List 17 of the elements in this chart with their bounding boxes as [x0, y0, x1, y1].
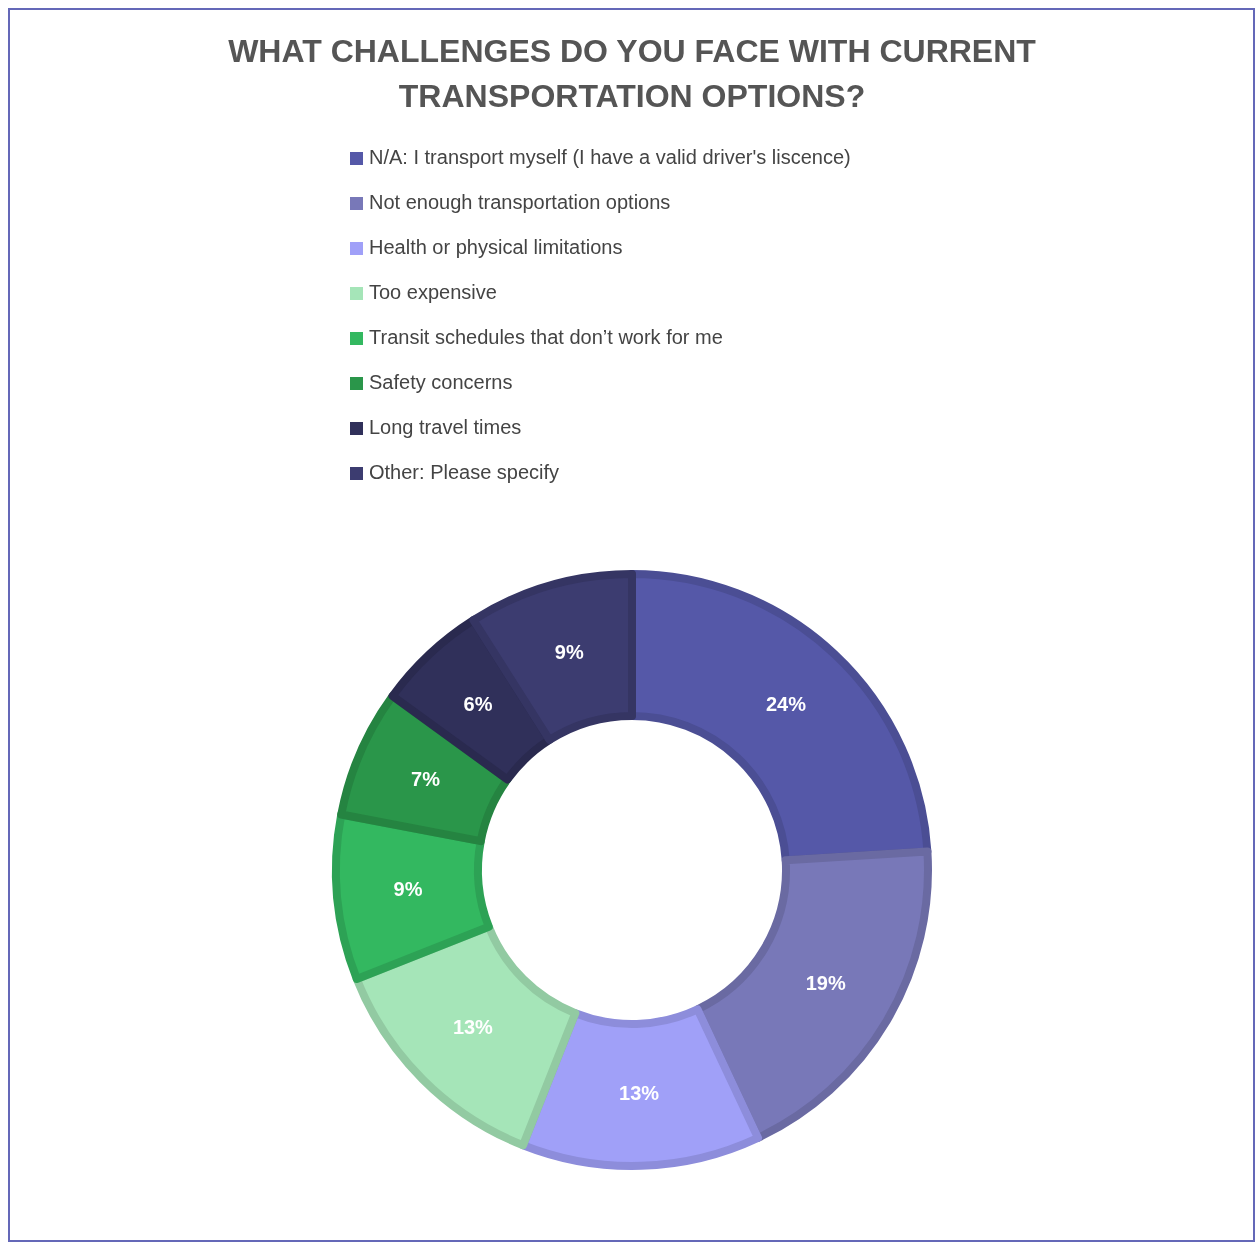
legend-label: Transit schedules that don’t work for me [369, 326, 723, 349]
legend-label: Too expensive [369, 281, 497, 304]
legend-label: N/A: I transport myself (I have a valid driver's liscence) [369, 146, 851, 169]
data-label: 9% [393, 878, 423, 901]
data-label: 7% [411, 767, 441, 790]
legend-label: Health or physical limitations [369, 236, 623, 259]
data-label: 6% [463, 693, 493, 716]
legend-label: Long travel times [369, 416, 522, 439]
legend-label: Other: Please specify [369, 461, 560, 484]
data-label: 13% [452, 1016, 494, 1039]
data-label: 19% [805, 971, 846, 994]
legend-label: Safety concerns [369, 371, 513, 394]
data-label: 24% [766, 693, 807, 716]
data-label: 13% [619, 1082, 660, 1105]
data-label: 9% [554, 641, 584, 664]
chart-title: WHAT CHALLENGES DO YOU FACE WITH CURRENT TRANSPORTATION OPTIONS? [228, 33, 1037, 114]
legend-label: Not enough transportation options [369, 191, 671, 214]
